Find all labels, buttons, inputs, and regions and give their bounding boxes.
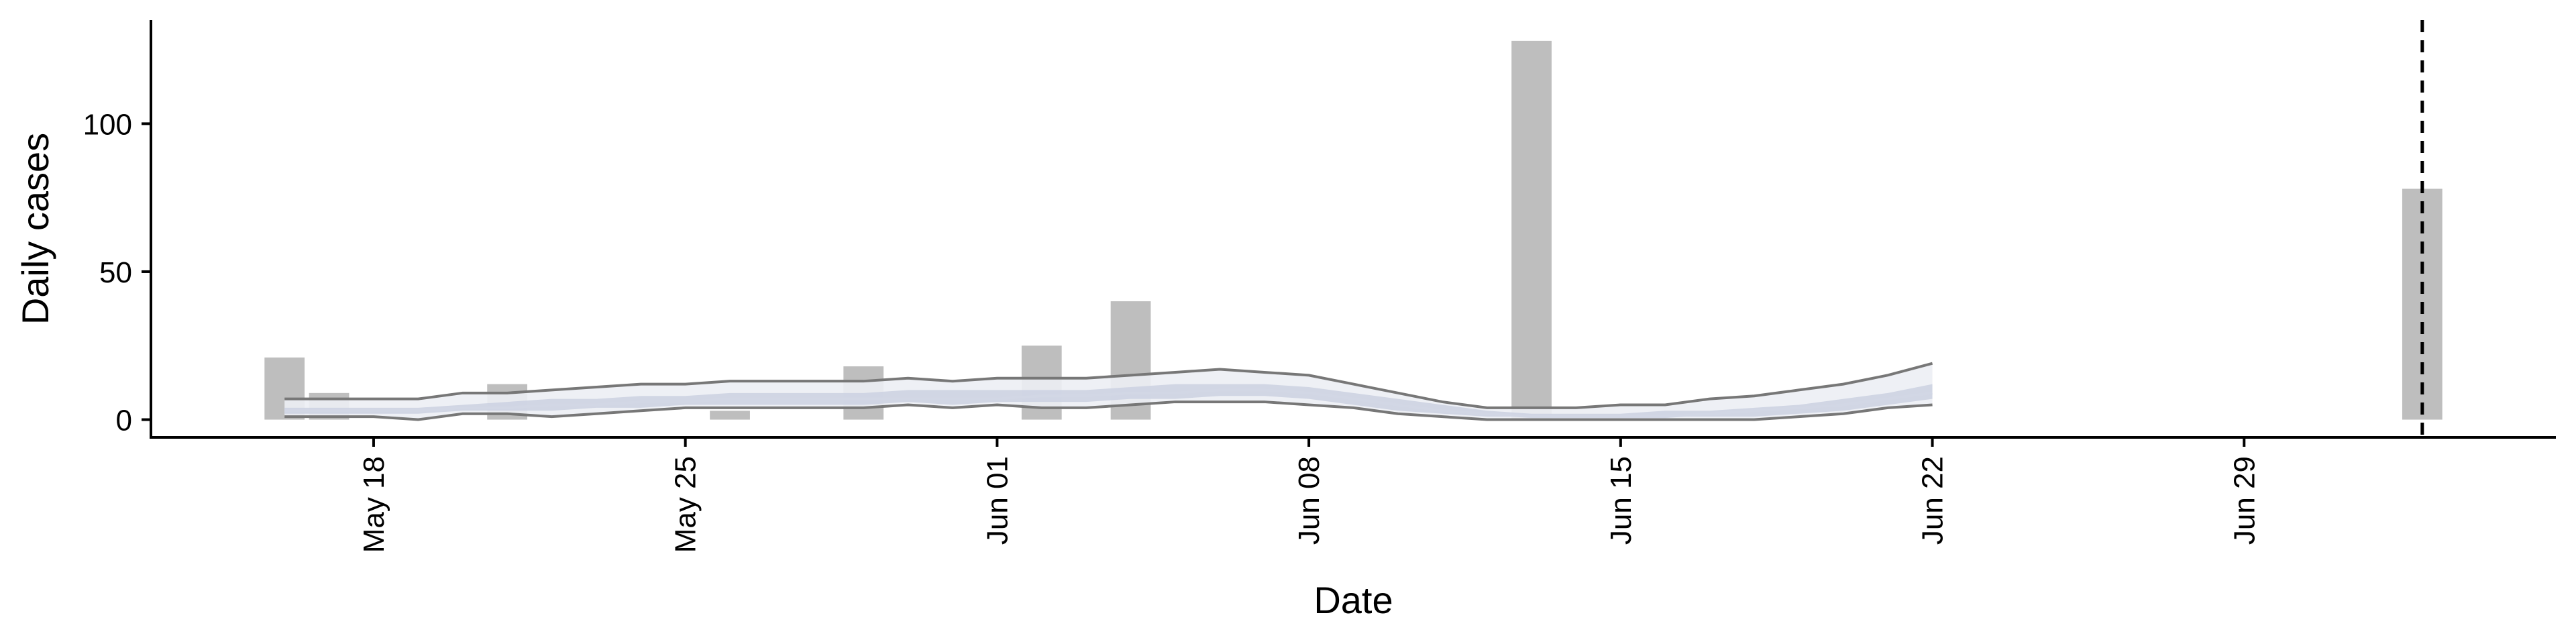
x-tick-label-2020-05-18: May 18 bbox=[358, 456, 390, 553]
upper-bound-line bbox=[284, 362, 1933, 409]
x-tick-label-2020-06-01: Jun 01 bbox=[981, 456, 1014, 545]
median-line bbox=[284, 388, 1933, 419]
y-axis-title: Daily cases bbox=[14, 133, 56, 325]
x-tick-label-2020-06-15: Jun 15 bbox=[1605, 456, 1638, 545]
x-tick-label-2020-06-29: Jun 29 bbox=[2228, 456, 2261, 545]
estimate-lines bbox=[284, 362, 1933, 421]
x-tick-label-2020-05-25: May 25 bbox=[669, 456, 702, 553]
estimate-bands bbox=[284, 363, 1933, 420]
lower-bound-line bbox=[284, 400, 1933, 421]
band-50 bbox=[284, 384, 1933, 417]
y-tick-label-0: 0 bbox=[116, 405, 132, 437]
bar-2020-06-13 bbox=[1511, 40, 1552, 420]
bar-series bbox=[264, 40, 2443, 420]
bar-2020-05-26 bbox=[710, 411, 750, 420]
axes: 0 50 100 May 18 May 25 Jun 01 Jun 08 Jun 15 Jun … bbox=[83, 20, 2556, 553]
x-axis-title: Date bbox=[1313, 579, 1393, 621]
x-tick-label-2020-06-08: Jun 08 bbox=[1293, 456, 1326, 545]
x-tick-label-2020-06-22: Jun 22 bbox=[1917, 456, 1949, 545]
y-tick-label-50: 50 bbox=[99, 256, 132, 289]
y-tick-label-100: 100 bbox=[83, 108, 132, 141]
